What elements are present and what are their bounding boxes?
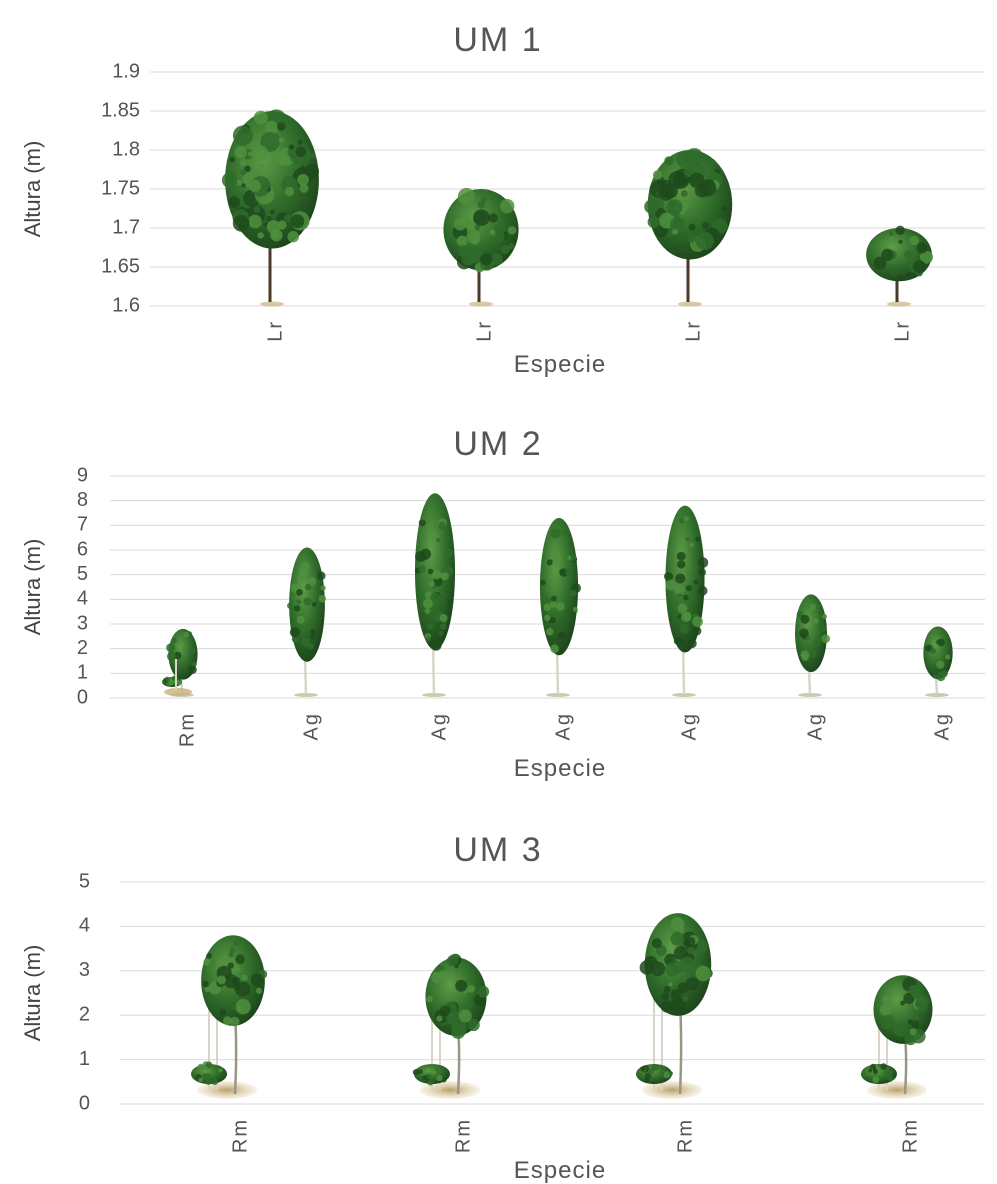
- chart-title: UM 3: [453, 831, 542, 869]
- poplar-tree-icon: [664, 505, 709, 653]
- chart-title: UM 1: [453, 21, 542, 59]
- y-tick-label: 4: [77, 588, 88, 610]
- tree-mark: [191, 935, 268, 1099]
- y-tick-label: 0: [79, 1092, 90, 1114]
- category-label: Rm: [229, 1118, 251, 1153]
- tree-mark: [287, 547, 326, 697]
- category-label: Ag: [931, 712, 953, 740]
- tree-mark: [866, 225, 933, 307]
- y-tick-label: 3: [79, 959, 90, 981]
- category-label: Rm: [899, 1118, 921, 1153]
- broadleaf-tree-icon: [866, 225, 933, 282]
- y-tick-label: 2: [77, 637, 88, 659]
- tree-mark: [795, 594, 831, 697]
- tree-mark: [414, 493, 456, 697]
- broadleaf-tree-icon: [221, 109, 319, 249]
- x-axis-label: Especie: [514, 351, 606, 378]
- shrub-tree-group-icon: [873, 975, 933, 1046]
- y-tick-label: 5: [79, 870, 90, 892]
- tree-mark: [861, 975, 933, 1099]
- y-tick-label: 9: [77, 464, 88, 486]
- chart-um-2: UM 2 01 2 34 5 67 8 9 Altura (m) Especie Rm Ag Ag Ag A…: [20, 425, 985, 782]
- tree-mark: [412, 953, 490, 1099]
- tree-mark: [162, 628, 198, 697]
- category-label: Ag: [428, 712, 450, 740]
- broadleaf-tree-icon: [443, 187, 519, 273]
- chart-um-3: UM 3 0 1 2 3 4 5 Altura (m) Especie Rm Rm Rm Rm: [20, 831, 985, 1184]
- y-axis-label: Altura (m): [20, 945, 45, 1042]
- y-tick-label: 1.65: [101, 255, 140, 277]
- tree-mark: [923, 626, 953, 697]
- y-tick-label: 1.6: [112, 294, 140, 316]
- category-label: Ag: [678, 712, 700, 740]
- poplar-tree-icon: [287, 547, 326, 662]
- poplar-tree-icon: [795, 594, 831, 673]
- small-shrub-icon: [412, 1064, 450, 1086]
- poplar-tree-icon: [923, 626, 953, 682]
- broadleaf-tree-icon: [644, 148, 733, 260]
- category-label: Rm: [176, 712, 198, 747]
- y-axis-label: Altura (m): [20, 141, 45, 238]
- y-tick-label: 1.9: [112, 60, 140, 82]
- poplar-tree-icon: [539, 517, 581, 656]
- y-tick-label: 1: [77, 662, 88, 684]
- small-shrub-icon: [191, 1061, 227, 1085]
- y-tick-label: 5: [77, 563, 88, 585]
- y-tick-label: 6: [77, 538, 88, 560]
- y-tick-label: 4: [79, 915, 90, 937]
- small-shrub-icon: [861, 1063, 897, 1084]
- category-label: Ag: [804, 712, 826, 740]
- chart-um-1: UM 1 1.6 1.65 1.7 1.75 1.8 1.85 1.9 Altura (m) Es…: [20, 21, 985, 378]
- tree-mark: [664, 505, 709, 697]
- y-tick-label: 1.8: [112, 138, 140, 160]
- category-label: Rm: [674, 1118, 696, 1153]
- shrub-tree-group-icon: [639, 913, 713, 1016]
- poplar-tree-icon: [414, 493, 456, 651]
- y-tick-label: 2: [79, 1003, 90, 1025]
- x-axis-label: Especie: [514, 1157, 606, 1184]
- y-tick-label: 1.7: [112, 216, 140, 238]
- shrub-tree-group-icon: [425, 953, 490, 1039]
- tree-mark: [636, 913, 713, 1099]
- chart-title: UM 2: [453, 425, 542, 463]
- y-tick-label: 1.75: [101, 177, 140, 199]
- y-tick-label: 8: [77, 489, 88, 511]
- category-label: Lr: [264, 320, 286, 342]
- category-label: Lr: [891, 320, 913, 342]
- tree-mark: [539, 517, 581, 697]
- category-label: Rm: [452, 1118, 474, 1153]
- category-label: Lr: [473, 320, 495, 342]
- tree-mark: [644, 148, 733, 307]
- shrub-tree-group-icon: [201, 935, 268, 1027]
- small-shrub-icon: [636, 1064, 673, 1084]
- tree-mark: [443, 187, 519, 307]
- x-axis-label: Especie: [514, 755, 606, 782]
- y-tick-label: 0: [77, 686, 88, 708]
- poplar-tree-icon: [166, 628, 198, 680]
- tree-mark: [221, 109, 319, 307]
- y-tick-label: 3: [77, 612, 88, 634]
- category-label: Lr: [682, 320, 704, 342]
- y-tick-label: 1.85: [101, 99, 140, 121]
- y-axis-label: Altura (m): [20, 539, 45, 636]
- y-tick-label: 7: [77, 514, 88, 536]
- category-label: Ag: [552, 712, 574, 740]
- category-label: Ag: [300, 712, 322, 740]
- y-tick-label: 1: [79, 1048, 90, 1070]
